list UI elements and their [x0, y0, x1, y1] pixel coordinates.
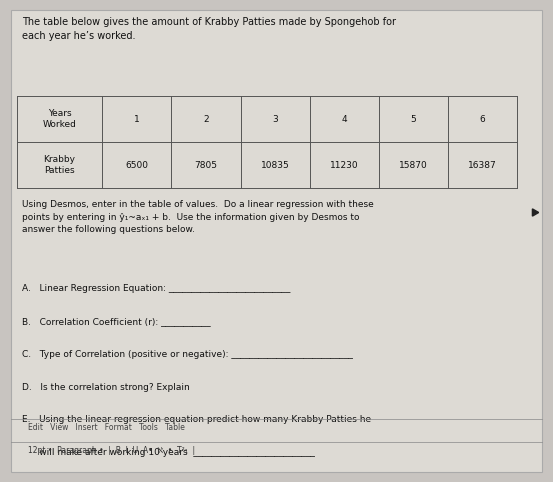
Text: 7805: 7805	[195, 161, 217, 170]
Text: Krabby
Patties: Krabby Patties	[44, 155, 75, 175]
Text: 16387: 16387	[468, 161, 497, 170]
Text: 15870: 15870	[399, 161, 427, 170]
Text: E.   Using the linear regression equation predict how many Krabby Patties he: E. Using the linear regression equation …	[22, 415, 371, 425]
Text: Years
Worked: Years Worked	[43, 109, 76, 129]
FancyBboxPatch shape	[11, 10, 542, 472]
Text: C.   Type of Correlation (positive or negative): ___________________________: C. Type of Correlation (positive or nega…	[22, 350, 353, 359]
Text: 11230: 11230	[330, 161, 358, 170]
Text: 3: 3	[272, 115, 278, 124]
Text: A.   Linear Regression Equation: ___________________________: A. Linear Regression Equation: _________…	[22, 284, 290, 294]
Text: 6500: 6500	[126, 161, 148, 170]
Text: The table below gives the amount of Krabby Patties made by Spongehob for
each ye: The table below gives the amount of Krab…	[22, 17, 396, 41]
Text: Edit   View   Insert   Format   Tools   Table: Edit View Insert Format Tools Table	[28, 423, 185, 432]
Text: D.   Is the correlation strong? Explain: D. Is the correlation strong? Explain	[22, 383, 190, 392]
Text: 2: 2	[203, 115, 209, 124]
Text: 5: 5	[410, 115, 416, 124]
Text: Using Desmos, enter in the table of values.  Do a linear regression with these
p: Using Desmos, enter in the table of valu…	[22, 200, 374, 234]
Text: will make after working 10 years  ___________________________: will make after working 10 years _______…	[22, 448, 315, 457]
Text: 6: 6	[479, 115, 486, 124]
Text: B.   Correlation Coefficient (r): ___________: B. Correlation Coefficient (r): ________…	[22, 317, 211, 326]
Text: 10835: 10835	[261, 161, 289, 170]
Text: 1: 1	[134, 115, 140, 124]
Text: 12pt •  Paragraph •  |  B  I  U  A•  ℵ  •  T²₁  |: 12pt • Paragraph • | B I U A• ℵ • T²₁ |	[28, 446, 195, 455]
Text: 4: 4	[341, 115, 347, 124]
